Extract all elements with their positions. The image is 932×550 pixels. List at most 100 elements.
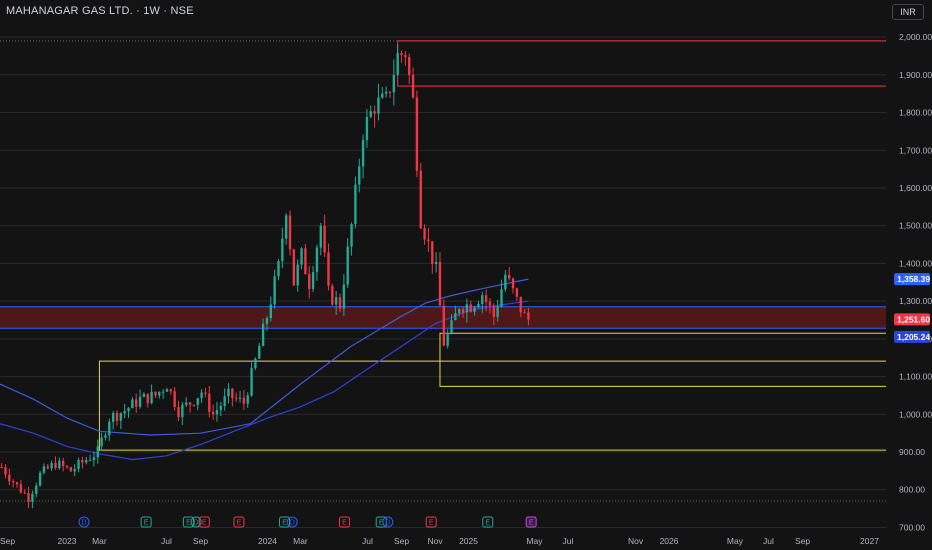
moving-average-layer: [0, 278, 529, 461]
time-tick-label: Sep: [394, 536, 409, 546]
candle-up: [73, 469, 76, 472]
candle-down: [4, 467, 7, 475]
candle-up: [92, 457, 96, 461]
dividend-marker: [78, 516, 90, 528]
event-letter: D: [385, 520, 390, 527]
time-tick-label: 2023: [58, 536, 77, 546]
earnings-marker: [375, 516, 387, 528]
candle-down: [154, 391, 157, 396]
event-letter: D: [82, 520, 87, 527]
candles-layer: [0, 44, 530, 509]
price-tag-label: 1,251.60: [897, 314, 930, 324]
candle-down: [173, 391, 176, 408]
candle-down: [204, 392, 207, 394]
event-letter: E: [237, 520, 242, 527]
candle-down: [338, 297, 342, 309]
candle-up: [277, 261, 280, 277]
candle-up: [334, 297, 338, 305]
candle-down: [54, 463, 57, 469]
candle-down: [419, 170, 422, 229]
event-letter: E: [202, 520, 207, 527]
candle-up: [354, 184, 357, 224]
candle-up: [227, 388, 230, 397]
candle-up: [31, 493, 34, 502]
candle-up: [158, 391, 161, 396]
price-tick-label: 900.00: [899, 447, 925, 457]
candle-up: [246, 395, 249, 404]
candle-down: [411, 74, 415, 98]
time-tick-label: 2024: [258, 536, 277, 546]
candle-up: [450, 320, 453, 333]
candle-up: [454, 313, 457, 321]
candle-down: [515, 288, 519, 297]
candle-down: [288, 215, 292, 250]
time-tick-label: May: [727, 536, 744, 546]
candle-up: [196, 398, 199, 405]
candle-down: [235, 398, 238, 400]
candle-up: [396, 53, 399, 75]
time-tick-label: Sep: [795, 536, 810, 546]
candle-down: [442, 305, 446, 346]
dividend-marker: [382, 516, 394, 528]
event-letter: D: [290, 520, 295, 527]
candle-down: [511, 278, 515, 289]
candle-down: [423, 228, 426, 240]
price-tick-label: 1,800.00: [899, 108, 932, 118]
price-axis[interactable]: 700.00800.00900.001,000.001,100.001,200.…: [899, 32, 932, 532]
candle-down: [323, 225, 326, 253]
earnings-marker: [482, 516, 494, 528]
price-tag-box: [894, 273, 930, 286]
earnings-marker: [279, 516, 291, 528]
candle-down: [461, 309, 465, 313]
candle-up: [77, 460, 80, 470]
candle-down: [292, 249, 296, 286]
event-letter: E: [485, 520, 490, 527]
candle-up: [465, 304, 469, 313]
candle-down: [211, 411, 215, 415]
candle-up: [123, 411, 126, 414]
time-tick-label: Sep: [193, 536, 208, 546]
candle-up: [104, 435, 107, 438]
candle-down: [27, 492, 30, 502]
candle-up: [458, 309, 461, 314]
candle-down: [438, 261, 442, 306]
price-tick-label: 1,700.00: [899, 145, 932, 155]
candle-down: [427, 239, 430, 242]
time-axis[interactable]: Sep 2023 Mar Jul Sep 2024 Mar Jul Sep Nov 2025 May J…: [0, 536, 879, 546]
time-tick-label: 2025: [459, 536, 478, 546]
yellow-range-box: [98, 360, 886, 451]
price-tick-label: 1,100.00: [899, 372, 932, 382]
currency-button[interactable]: INR: [892, 4, 924, 20]
candle-up: [481, 295, 484, 305]
candle-up: [185, 402, 188, 405]
candle-up: [161, 391, 165, 393]
candle-down: [46, 466, 49, 469]
candle-up: [500, 289, 503, 307]
candle-down: [192, 404, 196, 406]
candle-up: [223, 396, 226, 407]
candle-up: [108, 421, 111, 436]
candle-down: [115, 413, 119, 421]
candle-down: [169, 389, 173, 392]
candle-up: [138, 397, 142, 407]
candle-down: [527, 312, 530, 320]
candle-up: [142, 393, 146, 398]
earnings-marker: [198, 516, 210, 528]
yellow-range-box: [439, 332, 886, 387]
event-letter: E: [529, 520, 534, 527]
candle-down: [507, 274, 511, 279]
chart-title: MAHANAGAR GAS LTD. · 1W · NSE: [6, 5, 194, 17]
candle-down: [492, 305, 496, 317]
candle-up: [281, 238, 284, 262]
candle-down: [415, 97, 419, 171]
time-tick-label: 2026: [660, 536, 679, 546]
event-letter: E: [144, 520, 149, 527]
grid-layer: [0, 36, 886, 528]
time-tick-label: Sep: [0, 536, 15, 546]
time-tick-label: Nov: [628, 536, 644, 546]
candle-down: [146, 393, 149, 404]
earnings-marker: [525, 516, 537, 528]
red-range-box: [397, 40, 886, 87]
event-letter: D: [194, 520, 199, 527]
